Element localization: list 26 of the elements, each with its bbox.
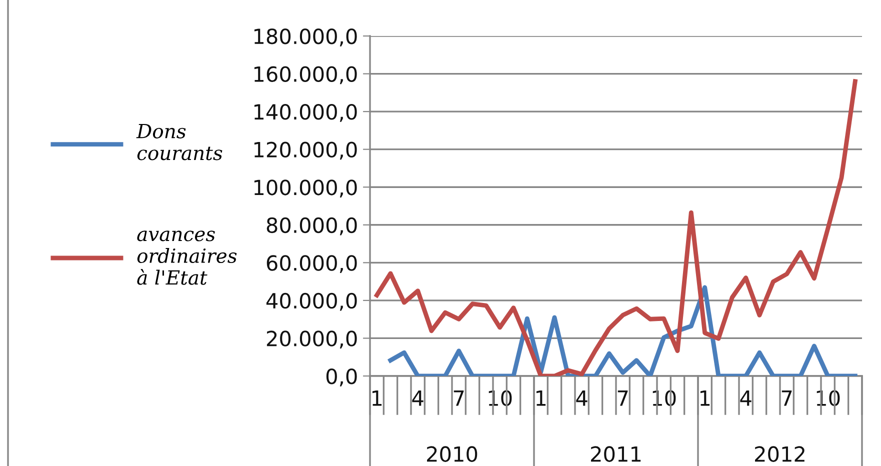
y-tick-label: 120.000,0 (254, 142, 357, 160)
text: 2012 (755, 446, 804, 462)
x-tick-label: 4 (576, 390, 588, 406)
x-tick-label: 7 (618, 390, 628, 406)
x-tick-label: 1 (372, 390, 382, 406)
y-tick-label: 0,0 (326, 368, 357, 386)
y-tick-label: 140.000,0 (254, 104, 357, 122)
x-tick-label: 7 (454, 390, 464, 406)
x-tick-label: 4 (740, 390, 752, 406)
y-tick-label: 20.000,0 (266, 330, 357, 349)
y-tick-label: 60.000,0 (266, 255, 357, 274)
x-tick-label: 4 (412, 390, 424, 406)
y-tick-label: 160.000,0 (254, 66, 357, 84)
y-tick-label: 80.000,0 (266, 217, 357, 236)
legend-label: Dons courants (136, 124, 222, 160)
text: 2010 (427, 446, 478, 462)
legend-label: avances ordinaires à l'Etat (137, 230, 237, 285)
x-tick-label: 1 (700, 390, 710, 406)
y-tick-label: 180.000,0 (254, 28, 357, 46)
y-tick-label: 100.000,0 (254, 180, 357, 198)
y-tick-label: 40.000,0 (266, 292, 357, 311)
text: 2011 (591, 446, 641, 462)
line-series (388, 285, 858, 376)
x-tick-label: 7 (782, 390, 792, 406)
line-series (374, 79, 858, 376)
x-tick-label: 1 (536, 390, 546, 406)
